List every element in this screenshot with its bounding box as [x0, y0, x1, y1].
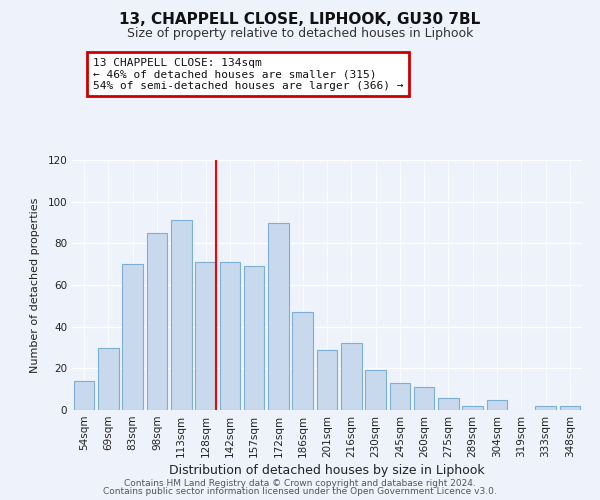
Bar: [74, 381, 94, 410]
Text: Contains HM Land Registry data © Crown copyright and database right 2024.: Contains HM Land Registry data © Crown c…: [124, 478, 476, 488]
Text: 13 CHAPPELL CLOSE: 134sqm
← 46% of detached houses are smaller (315)
54% of semi: 13 CHAPPELL CLOSE: 134sqm ← 46% of detac…: [93, 58, 404, 90]
Bar: [292, 312, 313, 410]
Text: 13, CHAPPELL CLOSE, LIPHOOK, GU30 7BL: 13, CHAPPELL CLOSE, LIPHOOK, GU30 7BL: [119, 12, 481, 28]
Bar: [535, 406, 556, 410]
X-axis label: Distribution of detached houses by size in Liphook: Distribution of detached houses by size …: [169, 464, 485, 477]
Bar: [365, 370, 386, 410]
Bar: [171, 220, 191, 410]
Bar: [414, 387, 434, 410]
Bar: [220, 262, 240, 410]
Bar: [195, 262, 216, 410]
Bar: [389, 383, 410, 410]
Bar: [98, 348, 119, 410]
Bar: [560, 406, 580, 410]
Bar: [341, 344, 362, 410]
Bar: [438, 398, 459, 410]
Bar: [487, 400, 508, 410]
Bar: [122, 264, 143, 410]
Bar: [317, 350, 337, 410]
Bar: [268, 222, 289, 410]
Bar: [463, 406, 483, 410]
Text: Size of property relative to detached houses in Liphook: Size of property relative to detached ho…: [127, 28, 473, 40]
Bar: [244, 266, 265, 410]
Text: Contains public sector information licensed under the Open Government Licence v3: Contains public sector information licen…: [103, 487, 497, 496]
Bar: [146, 233, 167, 410]
Y-axis label: Number of detached properties: Number of detached properties: [31, 198, 40, 372]
